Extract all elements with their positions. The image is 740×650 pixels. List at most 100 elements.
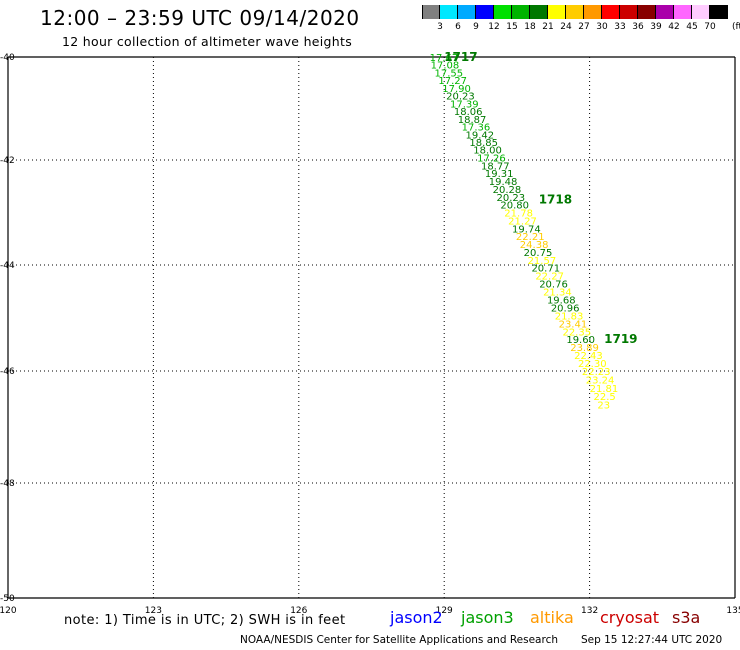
swh-value: 22.23 [582, 367, 611, 378]
axis-labels: 120 123 126 129 132 135 -40 -42 -44 -46 -48 -50 [0, 53, 740, 616]
swh-value: 22.43 [574, 351, 603, 362]
footer-timestamp: Sep 15 12:27:44 UTC 2020 [581, 634, 723, 646]
lat-tick-label: -42 [0, 156, 15, 166]
lat-tick-label: -40 [0, 53, 15, 63]
color-scale-label: 42 [668, 22, 680, 32]
swh-value: 22.35 [562, 327, 591, 338]
swh-value: 21.78 [504, 209, 533, 220]
color-scale-label: 24 [560, 22, 572, 32]
swh-value: 17.08 [431, 61, 460, 72]
swh-value: 17.67 [430, 53, 459, 64]
color-scale-label: 12 [488, 22, 500, 32]
swh-value: 20.80 [500, 201, 529, 212]
track-time-label: 1718 [539, 192, 572, 206]
swh-value: 17.90 [442, 84, 471, 95]
color-scale-unit: (ft) [732, 22, 740, 32]
swh-value: 22.30 [578, 359, 607, 370]
color-scale-label: 33 [614, 22, 626, 32]
swh-value: 23 [597, 401, 610, 412]
color-scale-swatch [476, 5, 494, 19]
swh-value: 17.39 [450, 99, 479, 110]
lat-tick-label: -50 [0, 594, 15, 604]
footer-credit: NOAA/NESDIS Center for Satellite Applica… [240, 634, 558, 646]
color-scale-swatch [674, 5, 692, 19]
swh-value: 19.74 [512, 224, 541, 235]
lon-tick-label: 120 [0, 606, 17, 616]
swh-value: 17.27 [438, 76, 467, 87]
color-scale-label: 36 [632, 22, 644, 32]
note-text: note: 1) Time is in UTC; 2) SWH is in fe… [64, 613, 346, 628]
lon-tick-label: 129 [436, 606, 453, 616]
swh-value: 21.57 [528, 256, 557, 267]
satellite-track: 17.6717.0817.5517.2717.9020.2317.3918.06… [430, 53, 619, 412]
color-scale-label: 3 [437, 22, 443, 32]
lon-tick-label: 123 [145, 606, 162, 616]
map-grid [7, 56, 736, 599]
color-scale-swatch [602, 5, 620, 19]
swh-value: 22.5 [593, 392, 615, 403]
swh-value: 20.96 [551, 303, 580, 314]
swh-value: 19.68 [547, 295, 576, 306]
track-time-label: 1719 [604, 332, 637, 346]
lon-tick-label: 132 [581, 606, 598, 616]
swh-value: 18.77 [481, 161, 510, 172]
lon-tick-label: 135 [726, 606, 740, 616]
color-scale-label: 15 [506, 22, 518, 32]
satellite-legend-cryosat: cryosat [600, 608, 660, 627]
color-scale-swatch [494, 5, 512, 19]
swh-value: 22.27 [535, 272, 564, 283]
swh-value: 24.38 [520, 240, 549, 251]
swh-value: 19.31 [485, 169, 514, 180]
swh-value: 19.60 [566, 335, 595, 346]
color-scale-label: 6 [455, 22, 461, 32]
track-time-label: 1717 [444, 50, 477, 64]
satellite-legend-altika: altika [530, 608, 574, 627]
color-scale-swatch [710, 5, 728, 19]
color-scale-swatch [638, 5, 656, 19]
color-scale-swatch [566, 5, 584, 19]
satellite-legend-s3a: s3a [672, 608, 701, 627]
swh-value: 21.83 [555, 311, 584, 322]
color-scale-swatch [548, 5, 566, 19]
color-scale-swatch [458, 5, 476, 19]
color-scale-swatch [422, 5, 440, 19]
swh-value: 17.55 [435, 68, 464, 79]
swh-value: 19.42 [466, 130, 495, 141]
color-scale-swatch [440, 5, 458, 19]
swh-value: 20.28 [493, 185, 522, 196]
swh-value: 23.89 [570, 343, 599, 354]
swh-value: 23.24 [586, 375, 615, 386]
swh-value: 21.34 [543, 288, 572, 299]
swh-value: 20.23 [446, 92, 475, 103]
color-scale-bar [422, 5, 728, 19]
color-scale-label: 9 [473, 22, 479, 32]
swh-value: 18.87 [458, 115, 487, 126]
lon-tick-label: 126 [290, 606, 307, 616]
swh-value: 18.00 [473, 146, 502, 157]
swh-value: 20.75 [524, 248, 553, 259]
track-time-labels: 1717 1718 1719 [444, 50, 637, 346]
color-scale-swatch [584, 5, 602, 19]
lat-tick-label: -46 [0, 367, 15, 377]
swh-value: 18.85 [469, 138, 498, 149]
color-scale-label: 30 [596, 22, 608, 32]
color-scale-label: 27 [578, 22, 590, 32]
swh-value: 20.71 [531, 264, 560, 275]
color-scale-label: 39 [650, 22, 662, 32]
color-scale-swatch [530, 5, 548, 19]
color-scale-swatch [656, 5, 674, 19]
swh-value: 18.06 [454, 107, 483, 118]
swh-value: 23.41 [559, 319, 588, 330]
swh-value: 21.27 [508, 216, 537, 227]
color-scale-label: 70 [704, 22, 716, 32]
swh-value: 22.21 [516, 232, 545, 243]
swh-value: 17.36 [462, 123, 491, 134]
color-scale-label: 21 [542, 22, 554, 32]
swh-value: 21.81 [590, 384, 619, 395]
lat-tick-label: -48 [0, 479, 15, 489]
satellite-legend-jason3: jason3 [461, 608, 514, 627]
swh-value: 19.48 [489, 177, 518, 188]
page-title: 12:00 – 23:59 UTC 09/14/2020 [40, 6, 360, 30]
swh-value: 17.26 [477, 153, 506, 164]
